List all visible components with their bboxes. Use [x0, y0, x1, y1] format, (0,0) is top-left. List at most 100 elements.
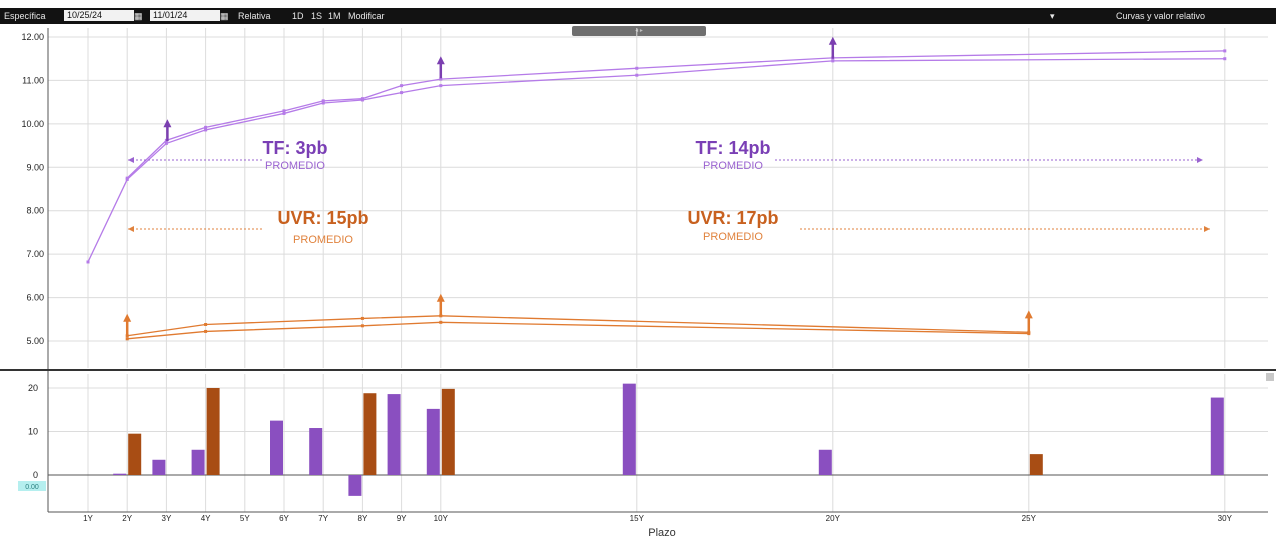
curve-point [86, 260, 90, 264]
curve-point [360, 324, 364, 328]
x-tick-label: 2Y [122, 514, 132, 523]
curve-point [282, 111, 286, 115]
bottom-panel-gridlines [48, 374, 1268, 512]
y-tick-label: 7.00 [26, 249, 44, 259]
curve-point [204, 128, 208, 132]
period-1s-button[interactable]: 1S [311, 11, 323, 21]
y-tick-label: 6.00 [26, 293, 44, 303]
annotation-title: TF: 14pb [696, 138, 771, 158]
curve-point [439, 320, 443, 324]
x-tick-label: 9Y [397, 514, 407, 523]
curve-point [635, 73, 639, 77]
curve-point [400, 84, 404, 88]
bar-tf [348, 475, 362, 496]
bar-tf [191, 449, 205, 475]
curve-point [204, 329, 208, 333]
bar-tf [270, 420, 283, 475]
period-1d-button[interactable]: 1D [292, 11, 304, 21]
curve-point [1223, 57, 1227, 61]
annotation-subtitle: PROMEDIO [293, 234, 353, 246]
y-tick-label: 5.00 [26, 336, 44, 346]
mode-selector[interactable]: Específica [4, 11, 46, 21]
curves-menu[interactable]: Curvas y valor relativo [1116, 11, 1206, 21]
change-arrow-head [123, 313, 132, 322]
curve-point [635, 66, 639, 70]
x-tick-label: 10Y [434, 514, 449, 523]
curve-point [831, 59, 835, 63]
annotation-title: UVR: 17pb [687, 208, 778, 228]
y-tick-label: 20 [28, 383, 38, 393]
x-tick-label: 1Y [83, 514, 93, 523]
curve-point [439, 77, 443, 81]
y-tick-label: 8.00 [26, 206, 44, 216]
curve-uvr_old [127, 321, 1029, 340]
x-tick-label: 25Y [1022, 514, 1037, 523]
annotation-subtitle: PROMEDIO [703, 160, 763, 172]
curve-point [125, 337, 129, 341]
bar-tf [113, 473, 127, 475]
period-1m-button[interactable]: 1M [328, 11, 341, 21]
zero-value-tag [18, 481, 46, 491]
bar-tf [1210, 397, 1224, 475]
curve-lines [86, 49, 1227, 341]
curve-point [125, 176, 129, 180]
panel-resize-icon [1266, 373, 1274, 381]
x-axis-title: Plazo [648, 527, 676, 537]
dropdown-arrow-icon[interactable]: ▾ [1050, 11, 1055, 21]
x-tick-label: 4Y [201, 514, 211, 523]
time-scrollbar[interactable]: ◂ ▸ [572, 26, 706, 36]
y-tick-label: 9.00 [26, 162, 44, 172]
bar-tf [309, 428, 323, 475]
curve-point [1223, 49, 1227, 53]
curve-point [400, 91, 404, 95]
annotation-title: TF: 3pb [263, 138, 328, 158]
annotation-title: UVR: 15pb [277, 208, 368, 228]
x-tick-label: 5Y [240, 514, 250, 523]
curve-point [321, 101, 325, 105]
change-arrow-head [436, 293, 445, 302]
y-tick-label: 0 [33, 470, 38, 480]
change-arrow-head [436, 56, 445, 65]
x-tick-label: 6Y [279, 514, 289, 523]
relative-toggle[interactable]: Relativa [238, 11, 271, 21]
range-arrow-head [1197, 157, 1203, 163]
bar-uvr [128, 433, 142, 475]
toolbar: Específica 10/25/24 ▦ 11/01/24 ▦ Relativ… [0, 8, 1276, 24]
curve-uvr_new [127, 315, 1029, 337]
curve-point [282, 109, 286, 113]
curve-point [164, 141, 168, 145]
x-tick-label: 8Y [358, 514, 368, 523]
curve-point [321, 99, 325, 103]
axis-labels: 1Y 2Y 3Y 4Y 5Y 6Y 7Y 8Y 9Y 10Y 15Y 20Y 25Y 30Y 12.00 11… [18, 32, 1233, 537]
range-arrow-head [128, 157, 134, 163]
y-tick-label: 12.00 [21, 32, 44, 42]
calendar-icon-start[interactable]: ▦ [134, 11, 143, 21]
bar-tf [622, 383, 636, 475]
start-date-input[interactable]: 10/25/24 [64, 10, 134, 21]
calendar-icon-end[interactable]: ▦ [220, 11, 229, 21]
curve-point [360, 97, 364, 101]
curve-point [360, 316, 364, 320]
end-date-input[interactable]: 11/01/24 [150, 10, 220, 21]
x-tick-label: 7Y [318, 514, 328, 523]
bar-uvr [363, 393, 377, 475]
annotation-subtitle: PROMEDIO [703, 231, 763, 243]
bar-tf [387, 394, 401, 475]
bar-uvr [1029, 454, 1043, 475]
curve-point [204, 125, 208, 129]
bar-uvr [441, 388, 455, 475]
change-arrow-head [163, 119, 172, 128]
change-arrow-head [828, 36, 837, 45]
annotations: TF: 3pb PROMEDIO TF: 14pb PROMEDIO UVR: 15pb… [128, 138, 1210, 246]
curve-point [204, 322, 208, 326]
x-tick-label: 20Y [826, 514, 841, 523]
curve-point [439, 84, 443, 88]
y-tick-label: 10 [28, 427, 38, 437]
y-tick-label: 11.00 [22, 75, 44, 85]
range-arrow-head [128, 226, 134, 232]
x-tick-label: 15Y [630, 514, 645, 523]
x-tick-label: 3Y [162, 514, 172, 523]
curve-tf_old [87, 58, 1225, 263]
modify-button[interactable]: Modificar [348, 11, 385, 21]
